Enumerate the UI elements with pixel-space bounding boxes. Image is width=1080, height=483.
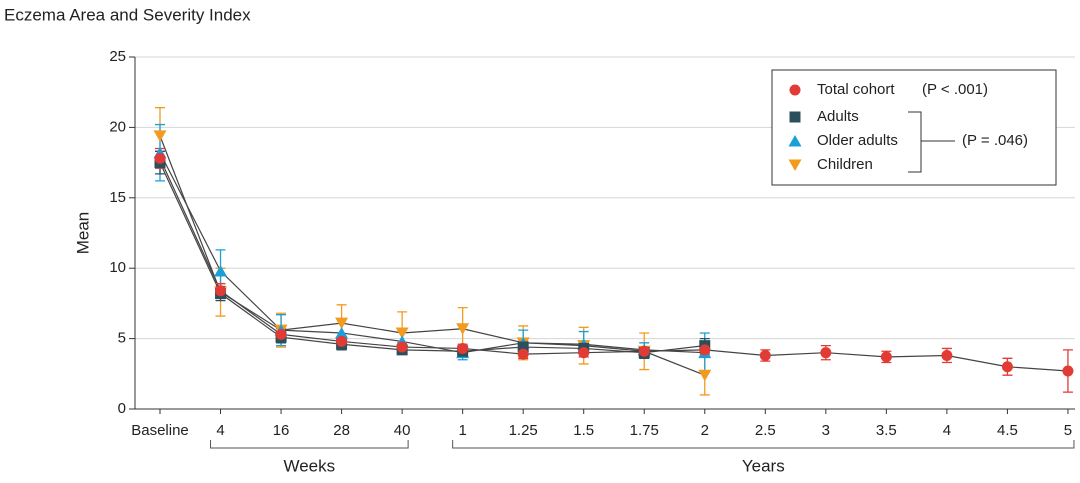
marker (789, 84, 801, 96)
group-label: Weeks (283, 456, 335, 475)
annotation: (P < .001) (922, 81, 988, 98)
x-tick-label: 40 (394, 422, 411, 439)
y-tick-label: 20 (109, 118, 126, 135)
marker (820, 347, 832, 359)
marker (275, 328, 287, 340)
series-line (159, 158, 1068, 372)
legend: Total cohort Adults Older adults Children (P… (771, 69, 1057, 186)
legend-label: Children (817, 156, 873, 173)
marker (335, 326, 349, 339)
legend-bracket (908, 111, 955, 173)
marker (336, 335, 348, 347)
marker (153, 130, 167, 142)
marker (456, 323, 470, 335)
marker (214, 265, 228, 277)
x-tick-label: 2 (701, 422, 709, 439)
marker (1001, 361, 1013, 373)
y-tick-label: 15 (109, 189, 126, 206)
marker (698, 369, 712, 382)
marker (517, 341, 529, 353)
x-tick-label: 1.5 (573, 422, 594, 439)
y-tick-label: 10 (109, 259, 126, 276)
x-tick-label: Baseline (131, 422, 189, 439)
marker (457, 342, 469, 354)
series-line (159, 135, 705, 376)
x-tick-label: 3 (822, 422, 830, 439)
chart-title: Eczema Area and Severity Index (4, 5, 251, 24)
group-label: Years (742, 456, 785, 475)
marker (759, 349, 771, 361)
marker (788, 159, 802, 171)
legend-label: Adults (817, 108, 859, 125)
x-tick-label: 1.75 (630, 422, 659, 439)
x-tick-label: 1.25 (509, 422, 538, 439)
y-axis-label: Mean (73, 212, 92, 255)
series-line (159, 152, 705, 354)
marker (395, 327, 409, 339)
x-tick-label: 4 (943, 422, 951, 439)
marker (941, 349, 953, 361)
marker (789, 111, 801, 123)
x-tick-label: 3.5 (876, 422, 897, 439)
y-tick-label: 25 (109, 48, 126, 65)
x-tick-label: 1 (458, 422, 466, 439)
marker (699, 344, 711, 356)
group-bracket (452, 440, 1075, 449)
y-tick-label: 5 (118, 330, 126, 347)
x-tick-label: 16 (273, 422, 290, 439)
x-tick-label: 4.5 (997, 422, 1018, 439)
x-tick-label: 4 (216, 422, 224, 439)
marker (1062, 365, 1074, 377)
x-tick-label: 2.5 (755, 422, 776, 439)
marker (154, 152, 166, 164)
marker (880, 351, 892, 363)
marker (215, 285, 227, 297)
marker (396, 341, 408, 353)
legend-label: Total cohort (817, 81, 895, 98)
marker (578, 347, 590, 359)
marker (788, 135, 802, 147)
legend-box (771, 69, 1057, 186)
marker (638, 345, 650, 357)
legend-label: Older adults (817, 132, 898, 149)
y-tick-label: 0 (118, 400, 126, 417)
marker (517, 348, 529, 360)
x-tick-label: 5 (1064, 422, 1072, 439)
x-tick-label: 28 (333, 422, 350, 439)
group-bracket (210, 440, 409, 449)
series-line (159, 162, 705, 354)
marker (335, 317, 349, 330)
annotation: (P = .046) (962, 132, 1028, 149)
